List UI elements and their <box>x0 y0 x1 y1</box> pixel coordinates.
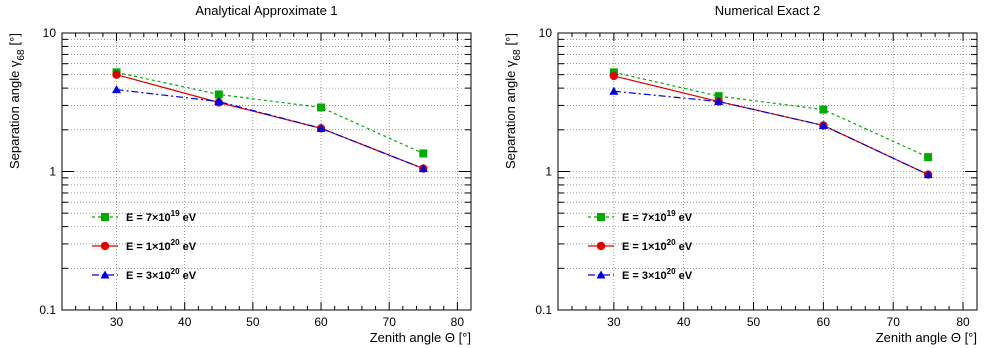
data-point <box>923 170 933 179</box>
legend-entry: E = 7×1019 eV <box>622 209 693 224</box>
legend-text-base: E = 7×10 <box>126 212 171 224</box>
plot-frame <box>557 32 978 311</box>
y-axis-label-main: Separation angle γ <box>7 60 22 169</box>
legend-text-exp: 20 <box>667 238 676 247</box>
y-axis-label-unit: [°] <box>7 33 22 45</box>
x-tick-label: 40 <box>677 315 691 329</box>
legend-entry: E = 1×1020 eV <box>622 238 693 253</box>
legend-text-base: E = 3×10 <box>622 270 667 282</box>
series-1 <box>609 68 933 162</box>
legend-text-tail: eV <box>676 270 693 282</box>
legend-text-exp: 19 <box>171 209 180 218</box>
data-point <box>316 123 326 132</box>
data-point <box>609 86 619 95</box>
chart-panel-1: 30 40 50 60 70 80 0.1 1 10 Analytical Approximate… <box>7 3 472 345</box>
legend-text-tail: eV <box>676 241 693 253</box>
legend-marker <box>596 270 606 279</box>
data-point <box>714 92 723 101</box>
legend-entry: E = 7×1019 eV <box>126 209 197 224</box>
y-tick-label: 10 <box>539 26 553 40</box>
series-2 <box>112 70 428 173</box>
data-point <box>924 153 933 162</box>
x-tick-label: 80 <box>451 315 465 329</box>
legend: E = 7×1019 eVE = 1×1020 eVE = 3×1020 eV <box>588 209 693 282</box>
legend-text-exp: 20 <box>171 238 180 247</box>
data-point <box>818 120 828 129</box>
data-point <box>112 70 121 79</box>
series-1 <box>112 68 428 158</box>
x-tick-label: 60 <box>314 315 328 329</box>
data-point <box>419 149 428 158</box>
legend-text-exp: 20 <box>667 267 676 276</box>
legend-marker <box>100 241 110 251</box>
series-line <box>116 74 424 170</box>
data-point <box>214 97 224 106</box>
chart-title: Numerical Exact 2 <box>715 3 820 18</box>
x-tick-label: 80 <box>956 315 970 329</box>
x-tick-label: 40 <box>178 315 192 329</box>
legend-entry: E = 3×1020 eV <box>126 267 197 282</box>
legend-marker <box>100 270 110 279</box>
legend-text-base: E = 7×10 <box>622 212 667 224</box>
y-axis-label-main: Separation angle γ <box>503 60 518 169</box>
x-tick-label: 30 <box>110 315 124 329</box>
legend-marker <box>101 213 109 221</box>
legend-text-tail: eV <box>180 270 197 282</box>
x-tick-label: 30 <box>607 315 621 329</box>
series-3 <box>112 85 428 173</box>
data-point <box>819 105 828 114</box>
legend-text-base: E = 3×10 <box>126 270 171 282</box>
legend: E = 7×1019 eVE = 1×1020 eVE = 3×1020 eV <box>92 209 197 282</box>
series-2 <box>609 71 933 179</box>
x-tick-label: 50 <box>747 315 761 329</box>
legend-text-tail: eV <box>676 212 693 224</box>
x-tick-label: 70 <box>887 315 901 329</box>
data-point <box>714 97 724 106</box>
y-axis-label-sub: 68 <box>16 49 27 61</box>
y-axis-label: Separation angle γ68 [°] <box>7 33 27 169</box>
y-tick-label: 1 <box>545 165 552 179</box>
series-line <box>613 90 929 176</box>
y-tick-label: 0.1 <box>535 303 552 317</box>
data-point <box>317 103 326 112</box>
series-line <box>116 71 424 154</box>
data-point <box>112 85 122 94</box>
legend-entry: E = 3×1020 eV <box>622 267 693 282</box>
y-axis-label-unit: [°] <box>503 33 518 45</box>
legend-text-tail: eV <box>180 241 197 253</box>
legend-marker <box>596 241 606 251</box>
legend-entry: E = 1×1020 eV <box>126 238 197 253</box>
legend-text-tail: eV <box>180 212 197 224</box>
x-axis-label: Zenith angle Θ [°] <box>370 330 471 345</box>
series-line <box>613 71 929 158</box>
y-axis-label: Separation angle γ68 [°] <box>503 33 523 169</box>
legend-text-exp: 19 <box>667 209 676 218</box>
x-axis-label: Zenith angle Θ [°] <box>876 330 977 345</box>
legend-text-base: E = 1×10 <box>126 241 171 253</box>
y-tick-label: 1 <box>49 165 56 179</box>
y-tick-label: 10 <box>43 26 57 40</box>
x-tick-label: 70 <box>383 315 397 329</box>
chart-title: Analytical Approximate 1 <box>195 3 337 18</box>
y-tick-label: 0.1 <box>39 303 56 317</box>
data-point <box>609 71 619 81</box>
legend-text-base: E = 1×10 <box>622 241 667 253</box>
series-line <box>613 75 929 176</box>
x-tick-label: 50 <box>246 315 260 329</box>
series-3 <box>609 86 933 179</box>
chart-panel-2: 30 40 50 60 70 80 0.1 1 10 Numerical Exact 2 Zenit… <box>503 3 978 345</box>
legend-text-exp: 20 <box>171 267 180 276</box>
series-line <box>116 89 424 170</box>
data-point <box>214 90 223 99</box>
y-axis-label-sub: 68 <box>512 49 523 61</box>
data-point <box>418 164 428 173</box>
legend-marker <box>597 213 605 221</box>
x-tick-label: 60 <box>817 315 831 329</box>
